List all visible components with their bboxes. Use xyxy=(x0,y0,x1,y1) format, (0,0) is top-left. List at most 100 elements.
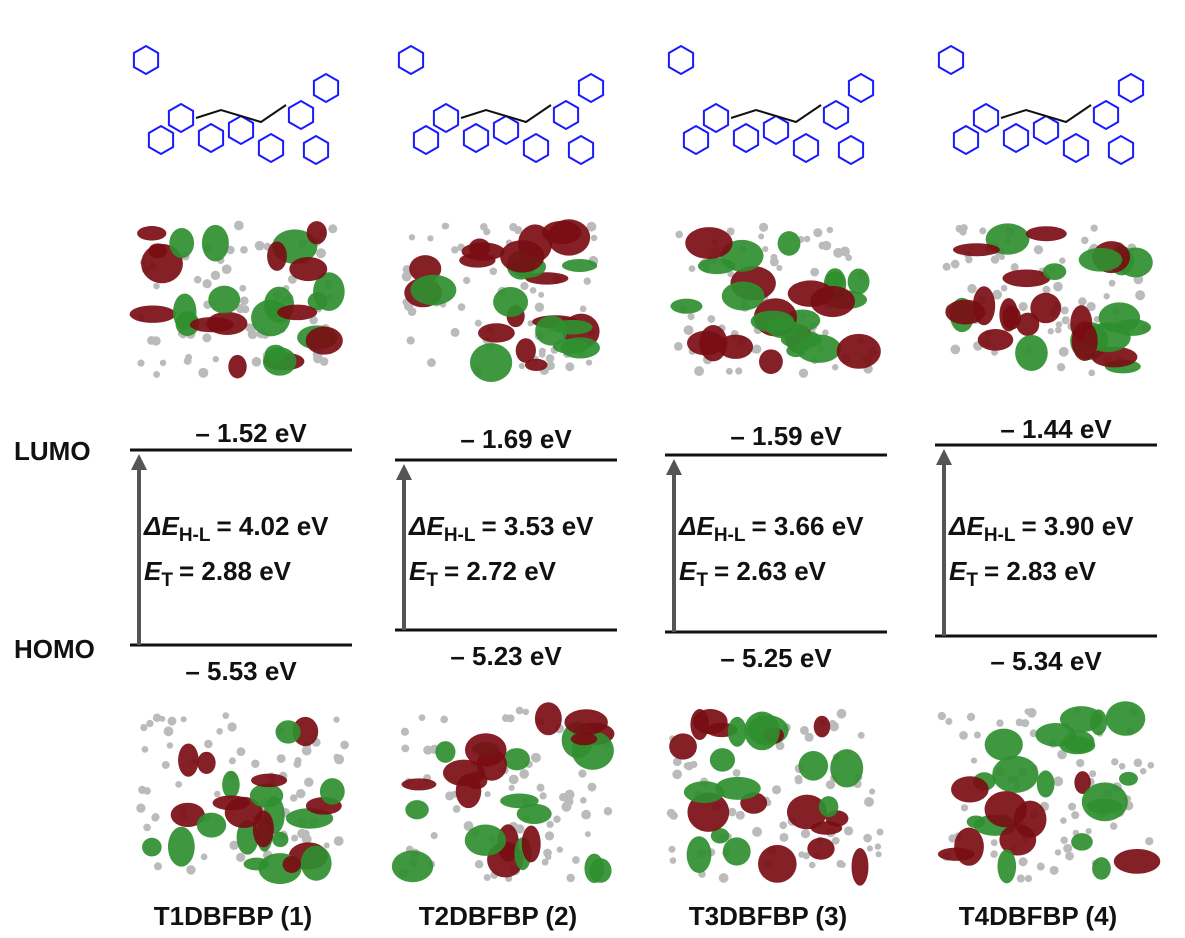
atom xyxy=(229,757,236,764)
lobe xyxy=(277,305,317,321)
lobe xyxy=(202,225,229,262)
lobe xyxy=(267,241,287,271)
atom xyxy=(1019,302,1028,311)
atom xyxy=(779,833,788,842)
lumo-energy: – 1.59 eV xyxy=(730,421,842,451)
atom xyxy=(334,836,344,846)
atom xyxy=(213,356,219,362)
lumo-label: LUMO xyxy=(14,436,91,466)
atom xyxy=(689,265,696,272)
orbital-image xyxy=(402,219,600,382)
atom xyxy=(844,826,853,835)
atom xyxy=(537,784,545,792)
lobe xyxy=(197,752,215,774)
atom xyxy=(1078,297,1087,306)
atom xyxy=(463,277,470,284)
atom xyxy=(1059,257,1065,263)
gap-subscript: H-L xyxy=(179,525,211,546)
atom xyxy=(509,775,519,785)
lobe xyxy=(1087,799,1122,814)
atom xyxy=(1137,291,1144,298)
atom xyxy=(869,788,875,794)
atom xyxy=(159,716,165,722)
ring xyxy=(314,74,338,102)
lobe xyxy=(759,349,783,374)
lobe xyxy=(465,733,507,766)
atom xyxy=(186,865,195,874)
atom xyxy=(581,810,591,820)
gap-subscript: H-L xyxy=(984,525,1016,546)
lobe xyxy=(307,221,327,244)
lobe xyxy=(584,854,604,883)
atom xyxy=(584,277,591,284)
atom xyxy=(801,829,810,838)
atom xyxy=(440,716,448,724)
atom xyxy=(1147,762,1154,769)
structure xyxy=(669,46,873,164)
lobe xyxy=(967,816,986,829)
triplet-text: ET= 2.72 eV xyxy=(409,556,557,591)
atom xyxy=(181,716,187,722)
atom xyxy=(736,811,745,820)
triplet-text: ET= 2.88 eV xyxy=(144,556,292,591)
atom xyxy=(153,283,160,290)
atom xyxy=(1011,263,1019,271)
lobe xyxy=(973,286,995,325)
atom xyxy=(669,812,677,820)
atom xyxy=(401,728,409,736)
lobe xyxy=(830,749,863,787)
lobe xyxy=(778,231,801,256)
atom xyxy=(255,241,265,251)
ring xyxy=(954,126,978,154)
ring xyxy=(579,74,603,102)
atom xyxy=(813,228,822,237)
atom xyxy=(694,366,704,376)
lobe xyxy=(1114,849,1161,874)
atom xyxy=(1109,280,1116,287)
lobe xyxy=(564,709,608,735)
atom xyxy=(519,769,529,779)
atom xyxy=(971,757,977,763)
lobe xyxy=(1037,770,1055,797)
ring xyxy=(704,104,728,132)
atom xyxy=(277,754,286,763)
atom xyxy=(427,358,436,367)
atom xyxy=(334,754,344,764)
lobe xyxy=(228,355,246,379)
atom xyxy=(1088,369,1095,376)
atom xyxy=(604,807,613,816)
atom xyxy=(241,305,249,313)
atom xyxy=(1001,285,1008,292)
orbital-image xyxy=(130,221,345,379)
orbital-image xyxy=(671,223,881,378)
atom xyxy=(776,265,782,271)
ring xyxy=(824,101,848,129)
lobe xyxy=(710,748,735,772)
triplet-value: = 2.72 eV xyxy=(444,556,557,586)
lumo-energy: – 1.52 eV xyxy=(195,418,307,448)
lobe xyxy=(306,327,343,355)
ring xyxy=(1119,74,1143,102)
atom xyxy=(1037,863,1045,871)
structure xyxy=(134,46,338,164)
atom xyxy=(690,761,697,768)
lobe xyxy=(1043,263,1066,280)
atom xyxy=(204,740,213,749)
lobe xyxy=(799,751,829,781)
ring xyxy=(1034,116,1058,144)
atom xyxy=(502,714,510,722)
atom xyxy=(324,842,330,848)
lobe xyxy=(1079,248,1123,272)
atom xyxy=(1119,763,1126,770)
atom xyxy=(333,716,339,722)
lobe xyxy=(744,711,780,750)
atom xyxy=(520,282,528,290)
lobe xyxy=(953,243,1000,256)
lobe xyxy=(562,259,597,272)
atom xyxy=(580,797,587,804)
orbital-image xyxy=(938,701,1161,883)
compound-name: T4DBFBP (4) xyxy=(959,901,1117,931)
atom xyxy=(509,223,517,231)
atom xyxy=(236,853,245,862)
atom xyxy=(1062,316,1070,324)
